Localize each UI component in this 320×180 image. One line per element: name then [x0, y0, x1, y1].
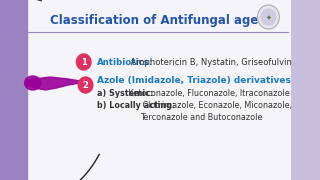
Circle shape: [76, 54, 91, 70]
Text: 1: 1: [81, 57, 87, 66]
Text: Ketoconazole, Fluconazole, Itraconazole: Ketoconazole, Fluconazole, Itraconazole: [126, 89, 290, 98]
Text: Classification of Antifungal agents: Classification of Antifungal agents: [50, 14, 279, 26]
Circle shape: [258, 5, 279, 29]
Text: b) Locally acting:: b) Locally acting:: [97, 100, 175, 109]
FancyBboxPatch shape: [0, 0, 27, 180]
Text: 2: 2: [83, 80, 88, 89]
Circle shape: [261, 9, 276, 25]
Text: Amphotericin B, Nystatin, Griseofulvin: Amphotericin B, Nystatin, Griseofulvin: [128, 57, 292, 66]
Text: a) Systemic:: a) Systemic:: [97, 89, 154, 98]
Ellipse shape: [25, 76, 41, 90]
Text: Azole (Imidazole, Triazole) derivatives: Azole (Imidazole, Triazole) derivatives: [97, 75, 291, 84]
Polygon shape: [27, 77, 85, 90]
Text: Terconazole and Butoconazole: Terconazole and Butoconazole: [140, 112, 262, 122]
FancyBboxPatch shape: [27, 0, 291, 180]
Text: Antibiotics:: Antibiotics:: [97, 57, 154, 66]
Text: Clotrimazole, Econazole, Miconazole,: Clotrimazole, Econazole, Miconazole,: [140, 100, 292, 109]
Circle shape: [78, 77, 93, 93]
Text: ✦: ✦: [266, 15, 271, 21]
